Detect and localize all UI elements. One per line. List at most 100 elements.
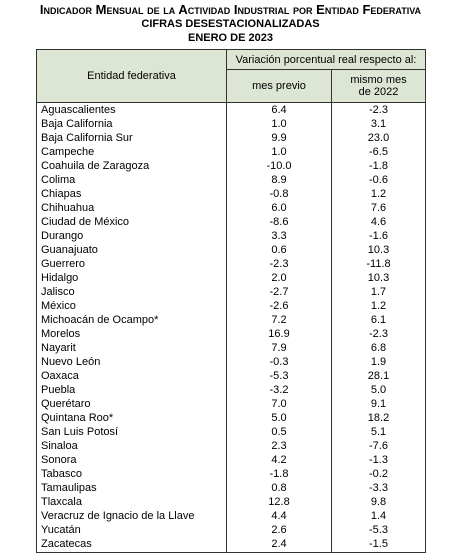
value-cell: -0.6 — [331, 173, 426, 188]
value-cell: -1.8 — [331, 159, 426, 174]
table-row: Aguascalientes 6.4 -2.3 — [36, 102, 426, 118]
table-row: San Luis Potosí 0.5 5.1 — [36, 425, 426, 440]
table-row: Ciudad de México -8.6 4.6 — [36, 215, 426, 230]
value-cell: 0.6 — [226, 243, 332, 258]
value-cell: 12.8 — [226, 495, 332, 510]
table-row: Sinaloa 2.3 -7.6 — [36, 439, 426, 454]
entity-cell: Colima — [36, 173, 227, 188]
entity-cell: México — [36, 299, 227, 314]
value-cell: -6.5 — [331, 145, 426, 160]
value-cell: -1.3 — [331, 453, 426, 468]
table-row: Baja California Sur 9.9 23.0 — [36, 131, 426, 146]
table-row: Sonora 4.2 -1.3 — [36, 453, 426, 468]
value-cell: 5.0 — [331, 383, 426, 398]
table-row: Chihuahua 6.0 7.6 — [36, 201, 426, 216]
column-header: mismo mes de 2022 — [331, 69, 426, 103]
value-cell: 2.3 — [226, 439, 332, 454]
entity-cell: Baja California Sur — [36, 131, 227, 146]
value-cell: 23.0 — [331, 131, 426, 146]
subtitle: CIFRAS DESESTACIONALIZADAS — [141, 18, 320, 30]
value-cell: -10.0 — [226, 159, 332, 174]
entity-cell: Jalisco — [36, 285, 227, 300]
entity-cell: Morelos — [36, 327, 227, 342]
entity-cell: Ciudad de México — [36, 215, 227, 230]
value-cell: 2.4 — [226, 537, 332, 553]
entity-cell: Oaxaca — [36, 369, 227, 384]
entity-cell: Campeche — [36, 145, 227, 160]
table-row: Quintana Roo* 5.0 18.2 — [36, 411, 426, 426]
value-cell: 2.0 — [226, 271, 332, 286]
table-row: Puebla -3.2 5.0 — [36, 383, 426, 398]
value-cell: 4.4 — [226, 509, 332, 524]
value-cell: -2.3 — [331, 327, 426, 342]
table-row: Michoacán de Ocampo* 7.2 6.1 — [36, 313, 426, 328]
entity-cell: Sonora — [36, 453, 227, 468]
value-cell: -8.6 — [226, 215, 332, 230]
value-cell: -7.6 — [331, 439, 426, 454]
entity-cell: Chihuahua — [36, 201, 227, 216]
value-cell: 6.8 — [331, 341, 426, 356]
entity-cell: Tabasco — [36, 467, 227, 482]
value-cell: 3.3 — [226, 229, 332, 244]
entity-cell: Baja California — [36, 117, 227, 132]
value-cell: 7.9 — [226, 341, 332, 356]
value-cell: -5.3 — [331, 523, 426, 538]
title: Indicador Mensual de la Actividad Indust… — [39, 2, 422, 17]
value-cell: 5.1 — [331, 425, 426, 440]
value-cell: 7.6 — [331, 201, 426, 216]
entity-cell: Chiapas — [36, 187, 227, 202]
entity-cell: Guerrero — [36, 257, 227, 272]
value-cell: 0.8 — [226, 481, 332, 496]
entity-cell: Aguascalientes — [36, 102, 227, 118]
table-row: Chiapas -0.8 1.2 — [36, 187, 426, 202]
value-cell: 1.9 — [331, 355, 426, 370]
entity-cell: Nuevo León — [36, 355, 227, 370]
table-row: Tamaulipas 0.8 -3.3 — [36, 481, 426, 496]
entity-cell: Durango — [36, 229, 227, 244]
entity-cell: Veracruz de Ignacio de la Llave — [36, 509, 227, 524]
value-cell: 3.1 — [331, 117, 426, 132]
value-cell: 18.2 — [331, 411, 426, 426]
table-row: Nuevo León -0.3 1.9 — [36, 355, 426, 370]
value-cell: 16.9 — [226, 327, 332, 342]
value-cell: 4.2 — [226, 453, 332, 468]
table-row: Tlaxcala 12.8 9.8 — [36, 495, 426, 510]
entity-cell: Hidalgo — [36, 271, 227, 286]
entity-cell: Guanajuato — [36, 243, 227, 258]
entity-cell: Quintana Roo* — [36, 411, 227, 426]
value-cell: -11.8 — [331, 257, 426, 272]
value-cell: 8.9 — [226, 173, 332, 188]
table-row: Campeche 1.0 -6.5 — [36, 145, 426, 160]
value-cell: -0.2 — [331, 467, 426, 482]
value-cell: 1.7 — [331, 285, 426, 300]
value-cell: 9.1 — [331, 397, 426, 412]
value-cell: -3.3 — [331, 481, 426, 496]
table-row: Durango 3.3 -1.6 — [36, 229, 426, 244]
entity-cell: Puebla — [36, 383, 227, 398]
table-row: Tabasco -1.8 -0.2 — [36, 467, 426, 482]
value-cell: 1.0 — [226, 145, 332, 160]
value-cell: -0.8 — [226, 187, 332, 202]
table-row: Colima 8.9 -0.6 — [36, 173, 426, 188]
value-cell: 2.6 — [226, 523, 332, 538]
value-cell: -2.7 — [226, 285, 332, 300]
table-row: Yucatán 2.6 -5.3 — [36, 523, 426, 538]
value-cell: -5.3 — [226, 369, 332, 384]
entity-cell: Michoacán de Ocampo* — [36, 313, 227, 328]
value-cell: 10.3 — [331, 271, 426, 286]
value-cell: 7.2 — [226, 313, 332, 328]
value-cell: 7.0 — [226, 397, 332, 412]
value-cell: 1.2 — [331, 299, 426, 314]
value-cell: 6.0 — [226, 201, 332, 216]
column-header-text: mismo mes de 2022 — [350, 74, 407, 98]
entity-cell: San Luis Potosí — [36, 425, 227, 440]
value-cell: -2.3 — [226, 257, 332, 272]
table-row: México -2.6 1.2 — [36, 299, 426, 314]
table: Entidad federativa Variación porcentual … — [36, 49, 426, 553]
entity-cell: Tamaulipas — [36, 481, 227, 496]
table-row: Guerrero -2.3 -11.8 — [36, 257, 426, 272]
value-cell: 0.5 — [226, 425, 332, 440]
value-cell: 1.2 — [331, 187, 426, 202]
table-row: Nayarit 7.9 6.8 — [36, 341, 426, 356]
column-header: mes previo — [226, 69, 332, 103]
